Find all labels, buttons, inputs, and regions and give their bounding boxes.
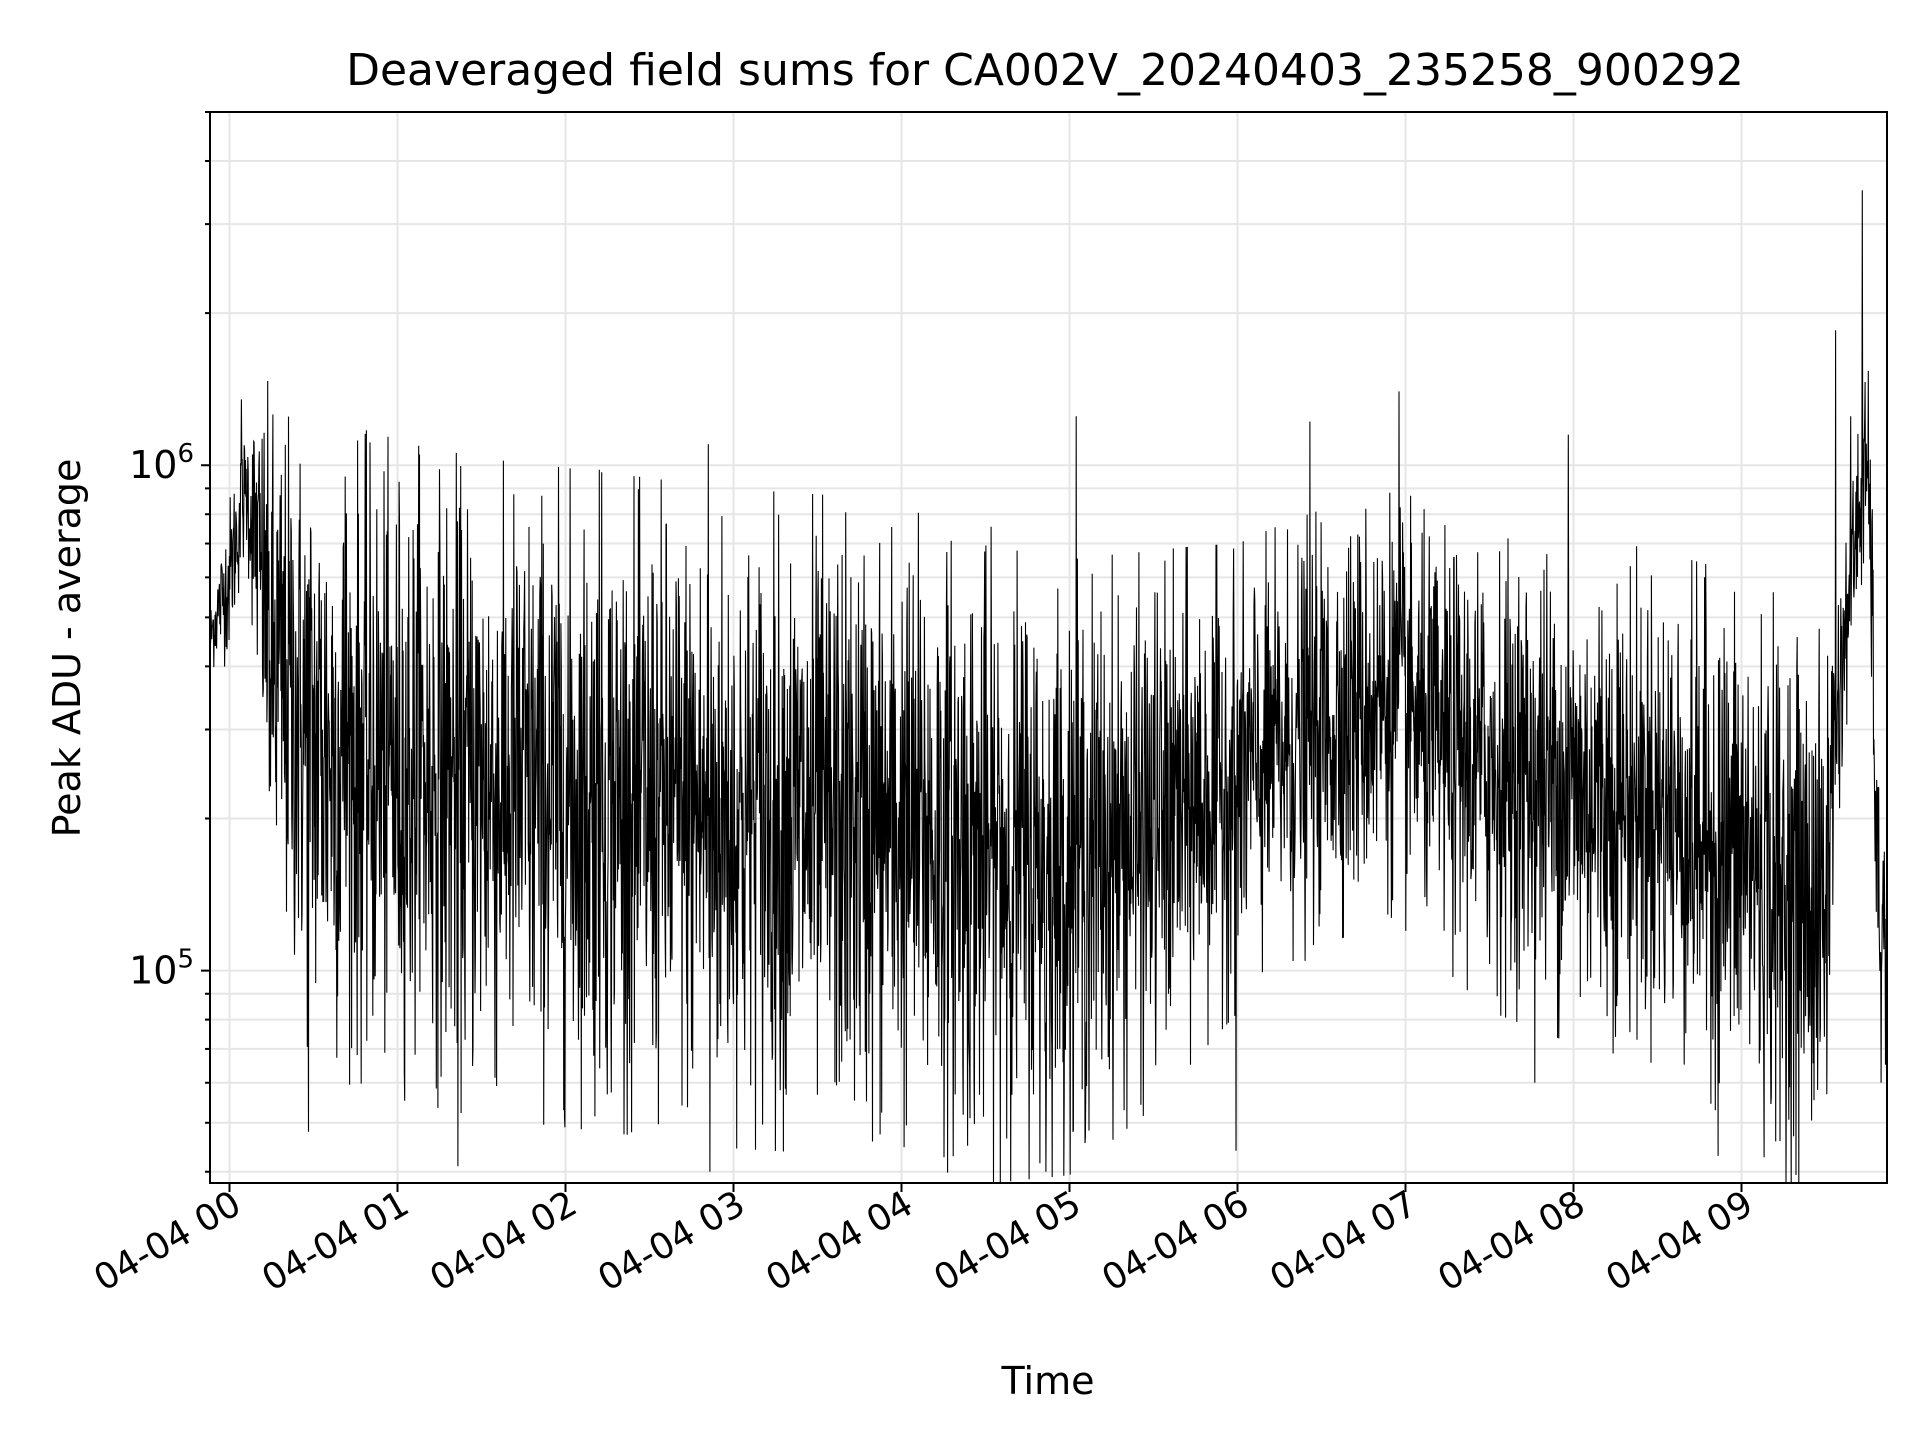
series-line xyxy=(210,190,1887,1183)
y-tick-label: 106 xyxy=(129,439,194,487)
x-axis-label: Time xyxy=(1001,1359,1095,1403)
plot-frame xyxy=(209,111,1888,1184)
data-series xyxy=(210,190,1887,1183)
y-tick-label: 105 xyxy=(129,945,194,993)
grid xyxy=(210,111,1887,1183)
y-axis: 105 106 xyxy=(129,111,210,1173)
y-axis-label: Peak ADU - average xyxy=(45,459,89,838)
chart-title: Deaveraged field sums for CA002V_2024040… xyxy=(346,45,1744,96)
